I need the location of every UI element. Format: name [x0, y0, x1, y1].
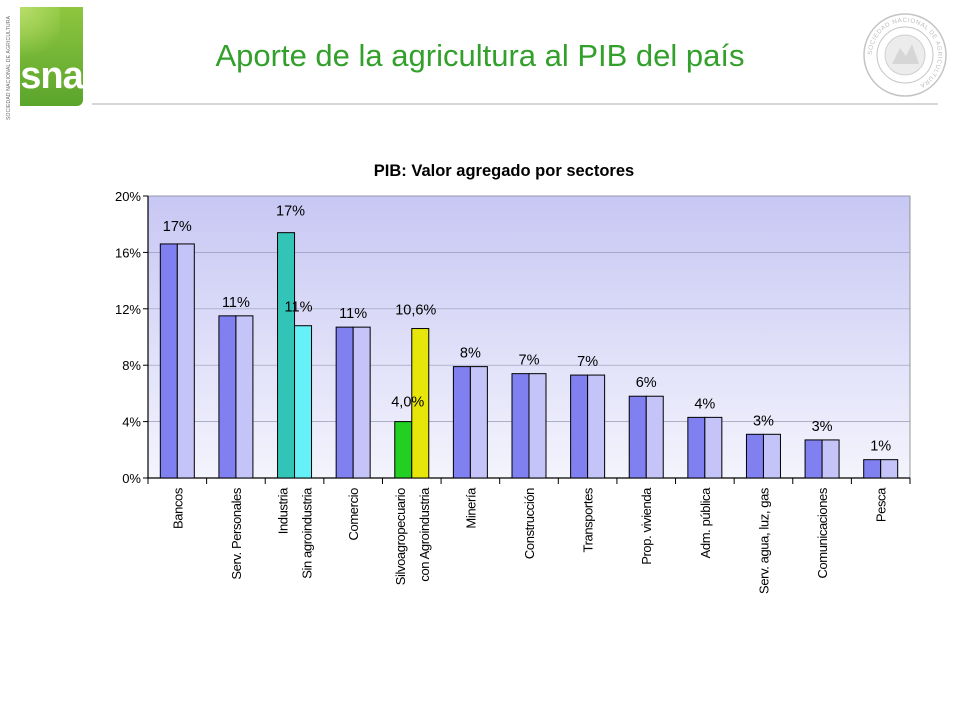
sna-logo-text: sna	[20, 55, 83, 97]
bar-13-front	[804, 439, 823, 479]
chart-title: PIB: Valor agregado por sectores	[374, 162, 634, 180]
bar-9-side	[587, 374, 606, 479]
data-label-12: 3%	[753, 413, 774, 429]
category-label-10-0: Serv. agua, luz, gas	[756, 487, 771, 594]
sna-seal-icon: SOCIEDAD NACIONAL DE AGRICULTURA	[863, 13, 947, 97]
sna-logo	[20, 7, 83, 106]
title-divider	[92, 103, 938, 105]
category-label-2-0: Industria	[276, 487, 291, 534]
category-label-12-0: Pesca	[874, 487, 889, 522]
category-label-0-0: Bancos	[170, 487, 185, 529]
bars	[159, 232, 899, 479]
bar-9-front	[570, 374, 589, 479]
category-label-6-0: Construcción	[522, 488, 537, 559]
data-label-13: 3%	[812, 419, 833, 435]
category-label-4-0: Silvoagropecuario	[393, 488, 408, 585]
bar-1-front	[218, 315, 237, 479]
bar-12-front	[745, 433, 764, 479]
bar-8-front	[511, 373, 530, 479]
data-label-7: 8%	[460, 346, 481, 362]
bar-13-side	[821, 439, 840, 479]
category-label-9-0: Adm. pública	[698, 487, 713, 559]
bar-14-side	[880, 459, 899, 479]
data-label-1: 11%	[222, 295, 250, 311]
bar-7-front	[452, 366, 471, 479]
bar-7-side	[469, 366, 488, 479]
data-label-11: 4%	[694, 396, 715, 412]
category-label-11-0: Comunicaciones	[815, 487, 830, 578]
category-label-3-0: Comercio	[346, 488, 361, 541]
bar-5	[394, 421, 413, 479]
axes: 0% 4% 8% 12% 16% 20%	[115, 189, 911, 486]
data-label-6: 10,6%	[395, 303, 436, 319]
data-label-14: 1%	[870, 439, 891, 455]
data-label-5: 4,0%	[391, 395, 424, 411]
bar-8-side	[528, 373, 547, 479]
category-label-2-1: Sin agroindustria	[300, 487, 315, 579]
category-label-8-0: Prop. vivienda	[639, 487, 654, 565]
y-tick-label: 4%	[122, 415, 141, 430]
y-tick-label: 0%	[122, 471, 141, 486]
bar-4-front	[335, 326, 354, 479]
bar-3	[294, 325, 313, 479]
data-label-10: 6%	[636, 375, 657, 391]
category-labels: Bancos Serv. Personales Industria Sin agroi…	[170, 487, 888, 594]
y-tick-label: 12%	[115, 302, 141, 317]
bar-10-front	[628, 395, 647, 479]
bar-2	[277, 232, 296, 479]
bar-14-front	[863, 459, 882, 479]
category-label-1-0: Serv. Personales	[229, 487, 244, 580]
category-label-7-0: Transportes	[581, 487, 596, 552]
bar-11-front	[687, 416, 706, 479]
category-label-5-0: Minería	[463, 487, 478, 529]
data-label-3: 11%	[285, 300, 313, 316]
data-label-0: 17%	[163, 219, 192, 235]
bar-6	[411, 328, 430, 479]
page-title: Aporte de la agricultura al PIB del país	[215, 38, 745, 73]
y-tick-label: 20%	[115, 189, 141, 204]
data-label-9: 7%	[577, 354, 598, 370]
bar-1-side	[235, 315, 254, 479]
bar-10-side	[645, 395, 664, 479]
bar-0-front	[159, 243, 178, 479]
category-label-4-1: con Agroindustria	[417, 487, 432, 582]
bar-11-side	[704, 416, 723, 479]
data-label-4: 11%	[339, 306, 367, 322]
bar-0-side	[176, 243, 195, 479]
bar-4-side	[352, 326, 371, 479]
y-tick-label: 16%	[115, 245, 141, 260]
y-tick-label: 8%	[122, 358, 141, 373]
data-labels: 17% 11% 17% 11% 11% 4,0% 10,6% 8% 7% 7% 6% 4% 3% 3% 1%	[163, 204, 891, 455]
data-label-8: 7%	[519, 353, 540, 369]
bar-12-side	[762, 433, 781, 479]
data-label-2: 17%	[276, 204, 305, 220]
